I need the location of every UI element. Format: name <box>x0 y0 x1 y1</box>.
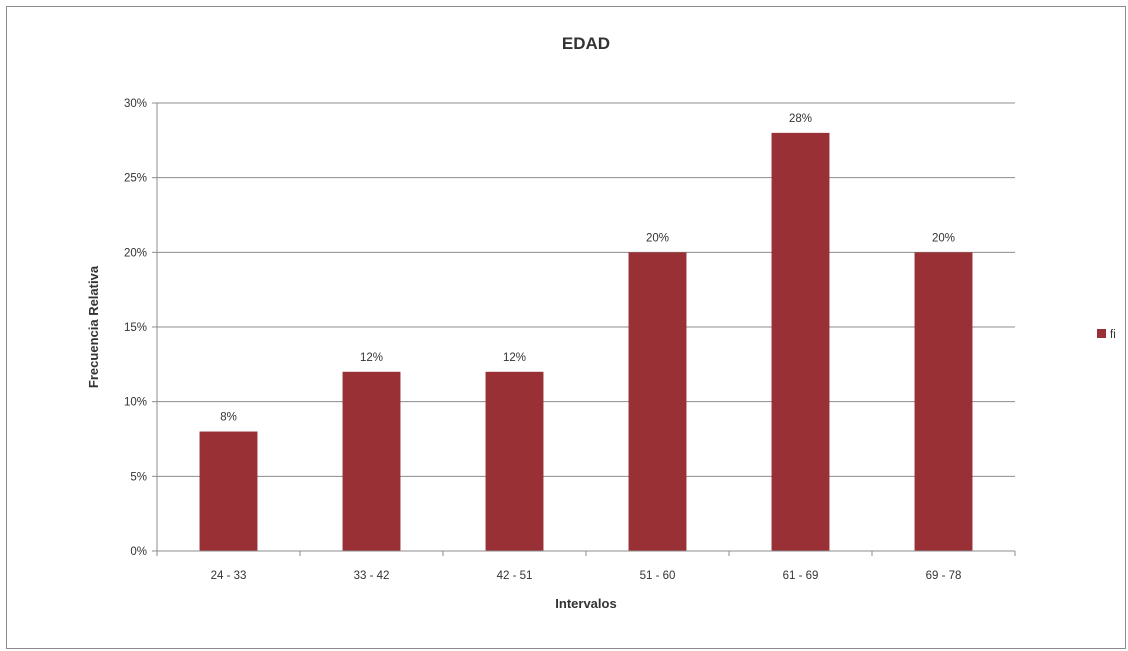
x-axis-title: Intervalos <box>555 596 616 611</box>
data-label: 20% <box>932 232 955 244</box>
y-tick-label: 20% <box>124 247 147 259</box>
bar-5 <box>914 252 973 552</box>
x-tick-label: 42 - 51 <box>497 570 533 582</box>
data-labels: 8% 12% 12% 20% 28% 20% <box>220 113 955 424</box>
x-tick-label: 24 - 33 <box>211 570 247 582</box>
y-tick-label: 30% <box>124 98 147 110</box>
data-label: 8% <box>220 412 237 424</box>
legend-label-fi: fi <box>1110 329 1116 341</box>
y-tick-label: 5% <box>130 471 147 483</box>
y-tick-label: 10% <box>124 397 147 409</box>
chart-title: EDAD <box>562 34 610 53</box>
data-label: 12% <box>360 352 383 364</box>
bar-4 <box>771 132 830 551</box>
y-tick-label: 25% <box>124 173 147 185</box>
bar-1 <box>342 371 401 551</box>
data-label: 20% <box>646 232 669 244</box>
bar-2 <box>485 371 544 551</box>
gridlines <box>152 102 1015 552</box>
y-tick-labels: 0% 5% 10% 15% 20% 25% 30% <box>124 98 147 558</box>
x-tick-label: 51 - 60 <box>640 570 676 582</box>
x-tick-label: 69 - 78 <box>926 570 962 582</box>
x-tick-label: 61 - 69 <box>783 570 819 582</box>
y-tick-label: 0% <box>130 546 147 558</box>
legend: fi <box>1097 329 1116 341</box>
y-axis-title: Frecuencia Relativa <box>86 265 101 388</box>
y-tick-label: 15% <box>124 322 147 334</box>
legend-swatch-fi <box>1097 329 1106 338</box>
data-label: 12% <box>503 352 526 364</box>
axes <box>156 103 1016 556</box>
bars <box>199 132 973 552</box>
x-tick-labels: 24 - 33 33 - 42 42 - 51 51 - 60 61 - 69 69 - … <box>211 570 962 582</box>
data-label: 28% <box>789 113 812 125</box>
x-tick-label: 33 - 42 <box>354 570 390 582</box>
bar-3 <box>628 252 687 552</box>
bar-0 <box>199 431 258 551</box>
